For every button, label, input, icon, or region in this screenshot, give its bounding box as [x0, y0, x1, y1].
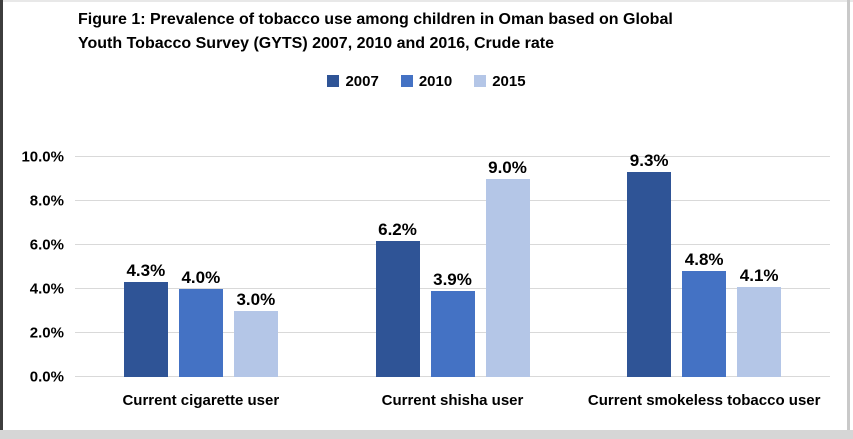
y-axis-tick-label: 6.0%	[29, 236, 64, 254]
x-axis-category-label: Current cigarette user	[122, 392, 280, 409]
y-axis: 0.0% 2.0% 4.0% 6.0% 8.0% 10.0%	[0, 150, 64, 385]
bar-2015: 9.0%	[485, 159, 530, 377]
legend-item-2015: 2015	[474, 72, 526, 90]
legend-item-2007: 2007	[327, 72, 379, 90]
y-axis-tick-label: 0.0%	[29, 368, 64, 386]
bar-groups: 4.3% 4.0% 3.0% 6.2% 3.9% 9.0% 9.3% 4.8% 4.1%	[75, 152, 830, 377]
bar-data-label: 6.2%	[378, 219, 417, 239]
gridline	[75, 288, 830, 289]
legend-label: 2010	[418, 72, 453, 90]
gridline	[75, 156, 830, 157]
bar-data-label: 3.9%	[433, 270, 472, 290]
chart-legend: 2007 2010 2015	[0, 71, 853, 91]
legend-swatch-icon	[327, 75, 340, 87]
chart-title-line2: Youth Tobacco Survey (GYTS) 2007, 2010 a…	[78, 35, 555, 52]
bar-data-label: 9.3%	[629, 151, 669, 171]
figure-left-border	[0, 0, 3, 431]
bar-group: 6.2% 3.9% 9.0%	[327, 157, 579, 377]
bar-2015: 3.0%	[233, 291, 278, 377]
bar-2007: 9.3%	[627, 152, 672, 377]
bar-data-label: 4.3%	[126, 261, 166, 281]
bar-group: 4.3% 4.0% 3.0%	[75, 157, 327, 377]
bar-2007: 4.3%	[123, 262, 168, 377]
bar-2010: 4.0%	[178, 269, 223, 377]
bar-2010: 3.9%	[430, 271, 475, 377]
legend-swatch-icon	[400, 75, 413, 87]
y-axis-tick-label: 2.0%	[29, 324, 64, 342]
bar-data-label: 4.1%	[739, 265, 779, 285]
y-axis-tick-label: 10.0%	[21, 148, 64, 166]
figure-bottom-border	[0, 430, 853, 439]
bar-2007: 6.2%	[375, 221, 420, 377]
chart-title: Figure 1: Prevalence of tobacco use amon…	[78, 8, 798, 56]
y-axis-tick-label: 8.0%	[29, 192, 64, 210]
figure-right-border	[847, 0, 850, 431]
legend-label: 2015	[492, 72, 526, 90]
legend-item-2010: 2010	[400, 72, 453, 90]
x-axis-category-label: Current smokeless tobacco user	[587, 392, 821, 409]
y-axis-tick-label: 4.0%	[29, 280, 64, 298]
x-axis-category-label: Current shisha user	[381, 392, 524, 409]
bar-group: 9.3% 4.8% 4.1%	[578, 152, 830, 377]
x-axis-labels: Current cigarette user Current shisha use…	[75, 392, 830, 410]
chart-title-line1: Figure 1: Prevalence of tobacco use amon…	[78, 11, 673, 28]
bar-2010: 4.8%	[682, 251, 727, 377]
legend-swatch-icon	[474, 75, 487, 87]
bar-data-label: 4.8%	[684, 250, 724, 270]
bar-data-label: 3.0%	[236, 290, 276, 309]
plot-area: 4.3% 4.0% 3.0% 6.2% 3.9% 9.0% 9.3% 4.8% 4.1%	[75, 152, 830, 377]
bar-data-label: 4.0%	[181, 268, 221, 287]
bar-2015: 4.1%	[737, 267, 782, 377]
legend-label: 2007	[345, 72, 379, 90]
figure-top-border	[0, 0, 853, 2]
gridline	[75, 244, 830, 245]
gridline	[75, 200, 830, 201]
bar-data-label: 9.0%	[488, 158, 527, 177]
